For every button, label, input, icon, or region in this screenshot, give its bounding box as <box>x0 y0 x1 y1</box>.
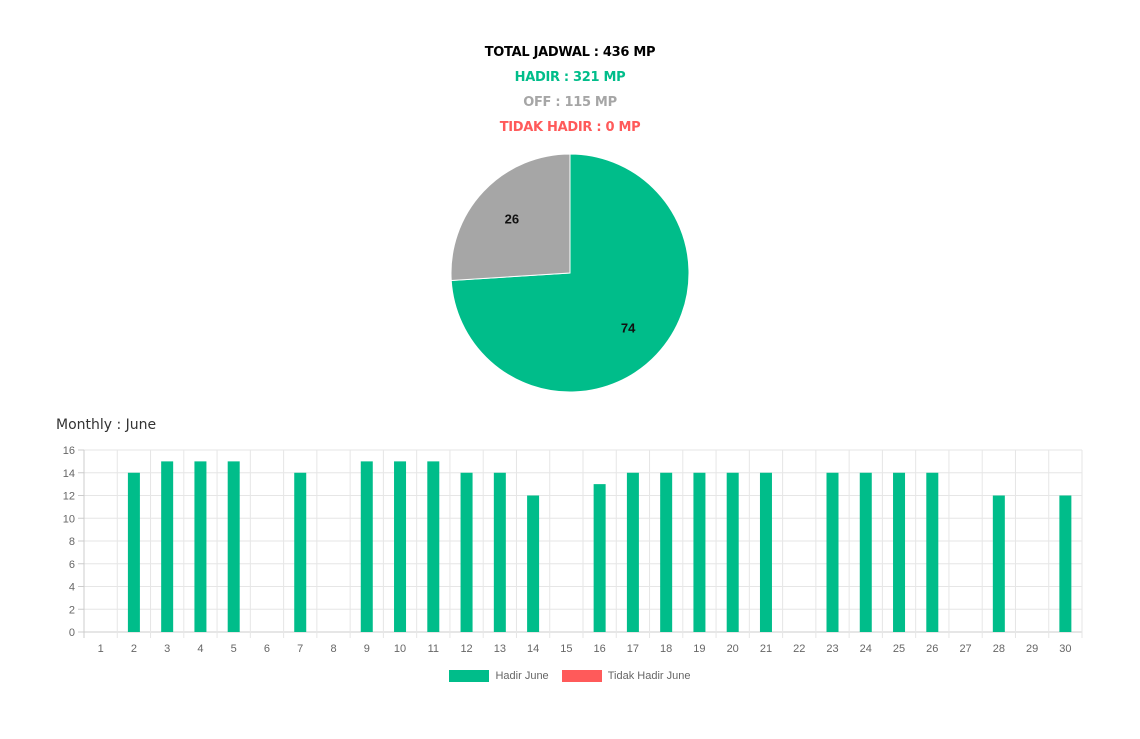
x-tick-label: 28 <box>993 643 1005 655</box>
x-tick-label: 25 <box>893 643 905 655</box>
x-tick-label: 26 <box>926 643 938 655</box>
summary-total: TOTAL JADWAL : 436 MP <box>484 45 656 60</box>
legend-item-tidak-hadir[interactable]: Tidak Hadir June <box>561 670 691 682</box>
bar-hadir-day-11[interactable] <box>427 461 440 632</box>
x-tick-label: 22 <box>793 643 805 655</box>
y-tick-label: 14 <box>63 468 75 480</box>
x-tick-label: 19 <box>693 643 705 655</box>
bar-hadir-day-18[interactable] <box>660 472 673 632</box>
x-tick-label: 11 <box>428 643 439 655</box>
legend-swatch-hadir <box>449 670 490 682</box>
x-tick-label: 6 <box>264 643 270 655</box>
summary-off: OFF : 115 MP <box>523 95 617 110</box>
bar-hadir-day-21[interactable] <box>759 472 772 632</box>
pie-slice-1[interactable] <box>450 153 571 282</box>
x-tick-label: 23 <box>826 643 838 655</box>
bar-hadir-day-24[interactable] <box>859 472 872 632</box>
x-tick-label: 3 <box>164 643 170 655</box>
x-tick-label: 29 <box>1026 643 1038 655</box>
y-tick-label: 12 <box>63 491 75 503</box>
bar-hadir-day-20[interactable] <box>726 472 739 632</box>
y-tick-label: 6 <box>69 559 75 571</box>
bar-hadir-day-25[interactable] <box>893 472 906 632</box>
x-tick-label: 2 <box>131 643 137 655</box>
bar-hadir-day-23[interactable] <box>826 472 839 632</box>
bar-hadir-day-16[interactable] <box>593 484 606 632</box>
bar-hadir-day-10[interactable] <box>394 461 407 632</box>
x-tick-label: 4 <box>197 643 203 655</box>
x-tick-label: 27 <box>959 643 971 655</box>
legend-item-hadir[interactable]: Hadir June <box>449 670 549 682</box>
bar-hadir-day-7[interactable] <box>294 472 307 632</box>
x-tick-label: 8 <box>330 643 336 655</box>
y-tick-label: 16 <box>63 445 75 457</box>
bar-hadir-day-13[interactable] <box>493 472 506 632</box>
x-tick-label: 24 <box>860 643 872 655</box>
x-tick-label: 14 <box>527 643 539 655</box>
x-tick-label: 21 <box>760 643 772 655</box>
legend-swatch-tidak-hadir <box>561 670 602 682</box>
x-tick-label: 5 <box>231 643 237 655</box>
legend-label-tidak-hadir: Tidak Hadir June <box>607 670 691 682</box>
x-tick-label: 1 <box>98 643 104 655</box>
pie-chart: 74 26 <box>450 153 690 393</box>
bar-hadir-day-30[interactable] <box>1059 495 1072 633</box>
bar-hadir-day-3[interactable] <box>161 461 174 632</box>
x-tick-label: 30 <box>1059 643 1071 655</box>
x-tick-label: 20 <box>727 643 739 655</box>
x-tick-label: 9 <box>364 643 370 655</box>
x-tick-label: 15 <box>560 643 572 655</box>
bar-hadir-day-12[interactable] <box>460 472 473 632</box>
legend-label-hadir: Hadir June <box>495 670 549 682</box>
bar-hadir-day-2[interactable] <box>127 472 140 632</box>
x-tick-label: 10 <box>394 643 406 655</box>
bar-hadir-day-5[interactable] <box>227 461 240 632</box>
x-tick-label: 16 <box>594 643 606 655</box>
bar-hadir-day-14[interactable] <box>527 495 540 633</box>
bar-hadir-day-4[interactable] <box>194 461 207 632</box>
x-tick-label: 7 <box>297 643 303 655</box>
pie-label-0: 74 <box>621 321 636 336</box>
x-tick-label: 17 <box>627 643 639 655</box>
y-tick-label: 2 <box>69 604 75 616</box>
summary-tidak-hadir: TIDAK HADIR : 0 MP <box>499 120 641 135</box>
x-tick-label: 13 <box>494 643 506 655</box>
pie-label-1: 26 <box>505 211 519 226</box>
bar-hadir-day-26[interactable] <box>926 472 939 632</box>
y-tick-label: 8 <box>69 536 75 548</box>
y-tick-label: 4 <box>69 582 75 594</box>
y-tick-label: 0 <box>69 627 75 639</box>
x-tick-label: 12 <box>460 643 472 655</box>
y-tick-label: 10 <box>63 513 75 525</box>
bar-hadir-day-9[interactable] <box>360 461 373 632</box>
x-tick-label: 18 <box>660 643 672 655</box>
bar-hadir-day-17[interactable] <box>626 472 639 632</box>
chart-legend: Hadir June Tidak Hadir June <box>0 670 1140 685</box>
monthly-title: Monthly : June <box>56 417 157 433</box>
bar-hadir-day-19[interactable] <box>693 472 706 632</box>
summary-hadir: HADIR : 321 MP <box>514 70 626 85</box>
bar-hadir-day-28[interactable] <box>992 495 1005 633</box>
